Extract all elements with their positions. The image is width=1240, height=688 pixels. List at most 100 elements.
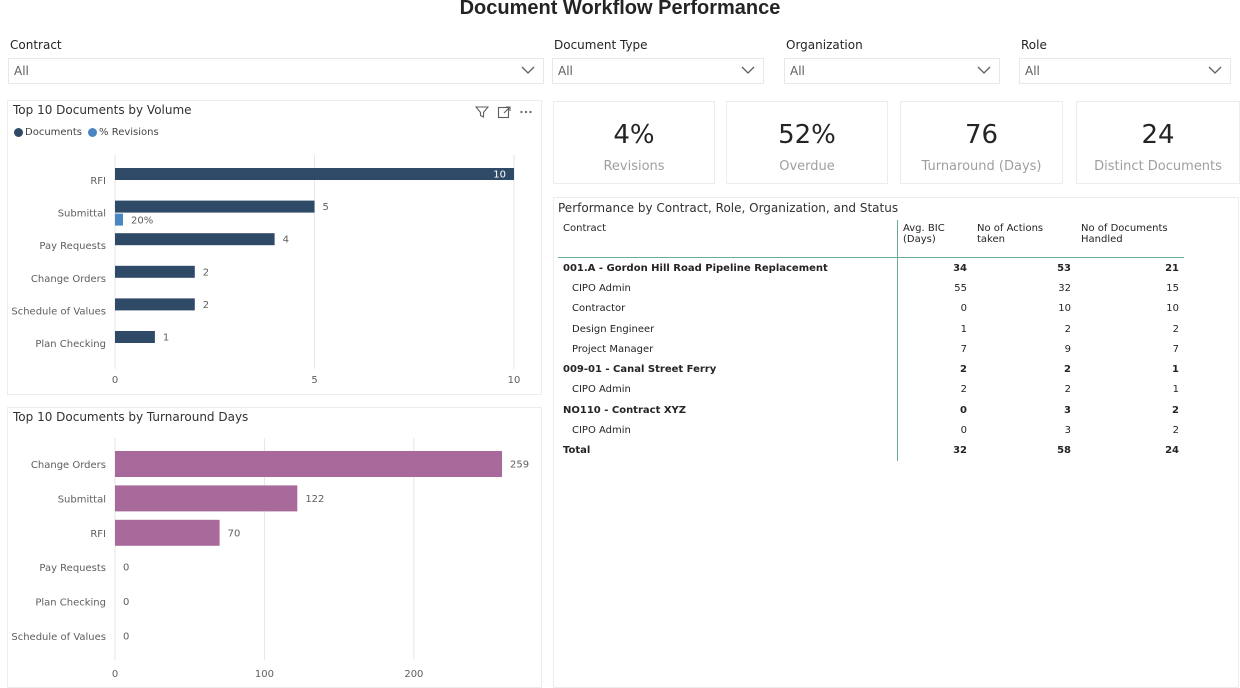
bar <box>115 233 275 246</box>
matrix-child-row[interactable]: Design Engineer 1 2 2 <box>558 318 1184 340</box>
cell-avg-bic: 1 <box>960 323 967 335</box>
kpi-card-turnaround: 76 Turnaround (Days) <box>900 101 1063 184</box>
role-slicer: Role All <box>1019 38 1231 84</box>
document-type-dropdown-value: All <box>558 64 573 78</box>
cell-avg-bic: 34 <box>953 262 967 274</box>
chevron-down-icon <box>1208 66 1222 74</box>
data-label: 2 <box>203 300 209 311</box>
cell-documents: 1 <box>1172 364 1179 376</box>
bar <box>115 200 315 213</box>
kpi-value: 4% <box>613 120 655 150</box>
cell-documents: 10 <box>1166 303 1179 315</box>
volume-chart-title: Top 10 Documents by Volume <box>13 103 192 117</box>
matrix-child-row[interactable]: CIPO Admin 2 2 1 <box>558 379 1184 401</box>
cell-documents: 21 <box>1165 262 1179 274</box>
bar <box>115 298 195 311</box>
data-label: 0 <box>123 597 129 608</box>
matrix-total-row[interactable]: Total 32 58 24 <box>558 440 1184 461</box>
x-tick-label: 5 <box>311 375 317 386</box>
column-header-avg-bic[interactable]: Avg. BIC (Days) <box>897 220 972 258</box>
data-label: 70 <box>228 528 241 539</box>
cell-contract: NO110 - Contract XYZ <box>558 400 898 421</box>
cell-avg-bic: 55 <box>954 282 967 294</box>
kpi-label: Overdue <box>779 159 835 174</box>
matrix-child-row[interactable]: CIPO Admin 0 3 2 <box>558 420 1184 441</box>
cell-actions: 3 <box>1064 425 1071 437</box>
filter-icon[interactable] <box>474 104 490 118</box>
data-label: 10 <box>493 170 506 181</box>
kpi-card-revisions: 4% Revisions <box>553 101 715 184</box>
category-label: RFI <box>90 176 106 187</box>
cell-documents: 1 <box>1172 384 1179 396</box>
cell-actions: 2 <box>1064 323 1071 335</box>
cell-avg-bic: 0 <box>960 303 967 315</box>
category-label: Schedule of Values <box>11 306 106 317</box>
data-label: 4 <box>283 235 289 246</box>
category-label: Pay Requests <box>39 241 106 252</box>
matrix-group-row[interactable]: 001.A - Gordon Hill Road Pipeline Replac… <box>558 257 1184 279</box>
chevron-down-icon <box>977 66 991 74</box>
performance-matrix: Contract Avg. BIC (Days) No of Actions t… <box>558 220 1184 461</box>
bar <box>115 265 195 278</box>
cell-documents: 15 <box>1166 282 1179 294</box>
kpi-label: Distinct Documents <box>1094 159 1222 174</box>
cell-actions: 2 <box>1064 384 1071 396</box>
more-options-icon[interactable] <box>519 104 533 118</box>
category-label: Submittal <box>58 209 106 220</box>
column-header-contract[interactable]: Contract <box>558 220 898 258</box>
legend-revisions-label[interactable]: % Revisions <box>99 127 159 138</box>
cell-contract: Contractor <box>558 298 898 319</box>
cell-documents: 2 <box>1172 404 1179 416</box>
cell-avg-bic: 0 <box>960 425 967 437</box>
organization-dropdown[interactable]: All <box>784 58 1000 84</box>
matrix-group-row[interactable]: 009-01 - Canal Street Ferry 2 2 1 <box>558 359 1184 380</box>
legend-revisions-swatch <box>88 128 98 137</box>
data-label: 1 <box>163 333 169 344</box>
kpi-label: Revisions <box>603 159 665 174</box>
legend-documents-swatch <box>14 128 23 137</box>
column-header-documents[interactable]: No of Documents Handled <box>1076 220 1184 258</box>
revision-data-label: 20% <box>131 216 153 227</box>
cell-contract: CIPO Admin <box>558 379 898 401</box>
focus-mode-icon[interactable] <box>497 104 511 119</box>
data-label: 2 <box>203 267 209 278</box>
data-label: 0 <box>123 632 129 643</box>
cell-avg-bic: 2 <box>960 364 967 376</box>
column-header-actions[interactable]: No of Actions taken <box>972 220 1076 258</box>
category-label: Plan Checking <box>35 339 106 350</box>
contract-dropdown[interactable]: All <box>8 58 544 84</box>
cell-actions: 32 <box>1058 282 1071 294</box>
organization-slicer: Organization All <box>784 38 1000 84</box>
matrix-child-row[interactable]: Contractor 0 10 10 <box>558 298 1184 319</box>
legend-documents-label[interactable]: Documents <box>25 127 83 138</box>
bar <box>115 451 503 477</box>
turnaround-chart-title: Top 10 Documents by Turnaround Days <box>13 410 249 424</box>
cell-documents: 24 <box>1165 445 1179 457</box>
cell-actions: 3 <box>1064 404 1071 416</box>
cell-documents: 2 <box>1172 323 1179 335</box>
matrix-child-row[interactable]: Project Manager 7 9 7 <box>558 339 1184 360</box>
visual-header-tools <box>474 104 533 119</box>
document-type-dropdown[interactable]: All <box>552 58 764 84</box>
page-title: Document Workflow Performance <box>459 0 781 19</box>
matrix-header-row: Contract Avg. BIC (Days) No of Actions t… <box>558 220 1184 258</box>
x-tick-label: 0 <box>112 375 118 386</box>
volume-chart-legend: Documents % Revisions <box>14 127 159 138</box>
role-slicer-label: Role <box>1021 38 1047 52</box>
kpi-value: 24 <box>1141 120 1175 150</box>
matrix-child-row[interactable]: CIPO Admin 55 32 15 <box>558 278 1184 299</box>
data-label: 122 <box>305 494 324 505</box>
cell-actions: 58 <box>1057 445 1071 457</box>
cell-avg-bic: 32 <box>953 445 967 457</box>
bar <box>115 519 220 546</box>
cell-actions: 53 <box>1057 262 1071 274</box>
matrix-group-row[interactable]: NO110 - Contract XYZ 0 3 2 <box>558 400 1184 421</box>
cell-actions: 2 <box>1064 364 1071 376</box>
category-label: RFI <box>90 529 106 540</box>
role-dropdown[interactable]: All <box>1019 58 1231 84</box>
kpi-card-overdue: 52% Overdue <box>726 101 888 184</box>
category-label: Submittal <box>58 494 106 505</box>
chevron-down-icon <box>521 66 535 74</box>
turnaround-chart-panel: Top 10 Documents by Turnaround Days 0 100… <box>7 407 542 688</box>
data-label: 5 <box>323 202 329 213</box>
